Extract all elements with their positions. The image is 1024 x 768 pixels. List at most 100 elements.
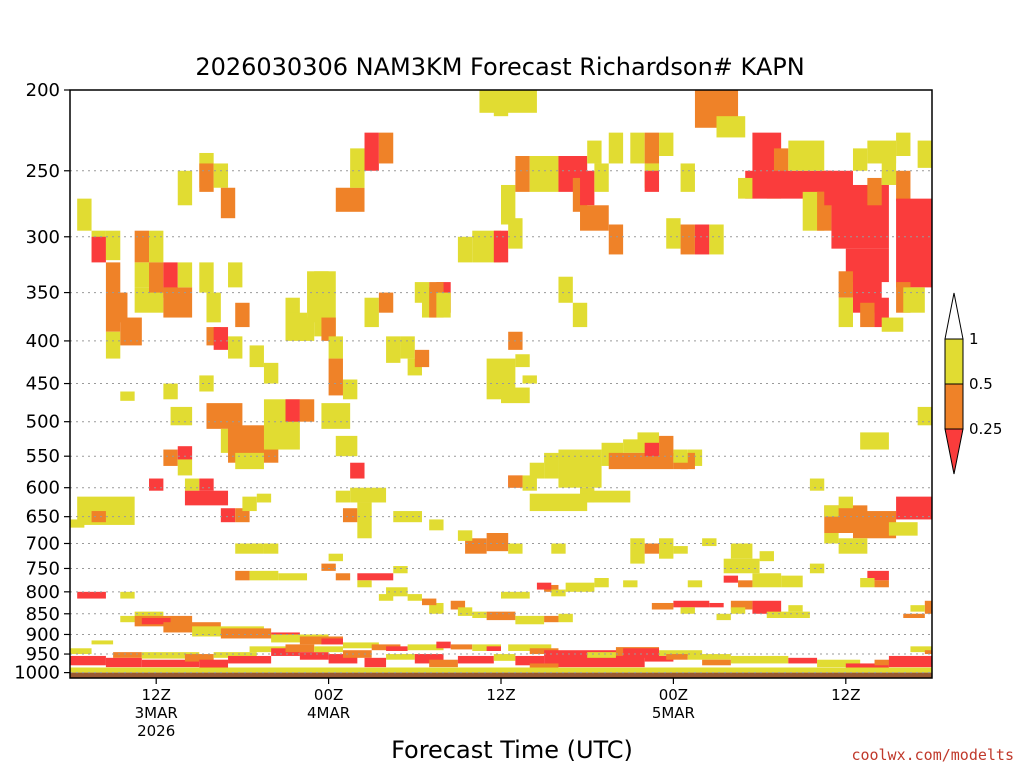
ri-cell bbox=[558, 276, 573, 303]
ri-cell bbox=[817, 659, 861, 668]
ri-cell bbox=[644, 655, 674, 662]
ri-cell bbox=[436, 292, 451, 318]
ground-band bbox=[70, 672, 932, 678]
ri-cell bbox=[730, 543, 753, 559]
ri-cell bbox=[77, 198, 92, 231]
ri-cell bbox=[70, 655, 106, 666]
ri-cell bbox=[522, 475, 537, 491]
ri-cell bbox=[852, 148, 868, 171]
ri-cell bbox=[407, 644, 444, 651]
ri-cell bbox=[134, 230, 150, 263]
ri-cell bbox=[730, 607, 746, 614]
ri-cell bbox=[680, 607, 695, 614]
ri-cell bbox=[587, 652, 616, 658]
ri-cell bbox=[407, 594, 422, 601]
ri-cell bbox=[206, 403, 243, 429]
y-tick-label: 550 bbox=[26, 446, 60, 467]
ri-cell bbox=[134, 262, 150, 288]
ri-cell bbox=[659, 650, 703, 656]
ri-cell bbox=[77, 591, 106, 599]
y-tick-label: 500 bbox=[26, 412, 60, 433]
ri-cell bbox=[630, 538, 645, 564]
ri-cell bbox=[184, 654, 214, 662]
ri-cell bbox=[350, 462, 365, 479]
ri-cell bbox=[105, 230, 121, 261]
x-tick-label: 12Z bbox=[486, 686, 515, 704]
ri-cell bbox=[680, 163, 695, 192]
ri-cell bbox=[644, 132, 660, 164]
ri-cell bbox=[228, 262, 243, 288]
ri-cell bbox=[888, 522, 918, 536]
ri-cell bbox=[896, 198, 932, 288]
ri-cell bbox=[429, 659, 458, 668]
ri-cell bbox=[608, 132, 624, 164]
ri-cell bbox=[249, 646, 286, 653]
ri-cell bbox=[278, 573, 308, 581]
ri-cell bbox=[860, 577, 875, 588]
ri-cell bbox=[364, 297, 379, 328]
y-tick-label: 1000 bbox=[14, 663, 60, 684]
ri-cell bbox=[845, 663, 889, 669]
ri-cell bbox=[177, 459, 193, 476]
ri-cell bbox=[673, 449, 688, 463]
ri-cell bbox=[472, 611, 487, 619]
ri-cell bbox=[350, 487, 387, 503]
ri-cell bbox=[903, 287, 925, 313]
ri-cell bbox=[630, 132, 645, 164]
ri-cell bbox=[608, 224, 624, 255]
ri-cell bbox=[321, 403, 351, 429]
ri-cell bbox=[149, 262, 164, 293]
ri-cell bbox=[386, 646, 408, 651]
ri-cell bbox=[572, 302, 588, 328]
ri-cell bbox=[70, 667, 932, 673]
colorbar-band-yellow bbox=[944, 338, 964, 385]
ri-cell bbox=[163, 449, 178, 466]
ri-cell bbox=[730, 600, 753, 610]
ri-cell bbox=[91, 640, 114, 645]
ri-cell bbox=[357, 502, 372, 539]
ri-cell bbox=[213, 652, 257, 658]
y-tick-label: 300 bbox=[26, 227, 60, 248]
ri-cell bbox=[386, 587, 408, 597]
x-tick-label: 2026 bbox=[137, 722, 175, 740]
ri-cell bbox=[120, 591, 135, 599]
ri-cell bbox=[414, 349, 430, 368]
ri-cell bbox=[687, 580, 703, 588]
ri-cell bbox=[163, 287, 193, 318]
y-tick-label: 350 bbox=[26, 283, 60, 304]
ri-cell bbox=[501, 184, 516, 225]
ri-cell bbox=[235, 508, 250, 523]
ri-cell bbox=[120, 391, 135, 401]
ri-cell bbox=[694, 224, 710, 255]
ri-cell bbox=[558, 613, 573, 623]
ri-cell bbox=[551, 589, 566, 597]
ri-cell bbox=[70, 648, 92, 655]
ground-fill bbox=[70, 672, 932, 678]
ri-cell bbox=[328, 553, 343, 562]
ri-cell bbox=[321, 563, 336, 571]
ri-cell bbox=[163, 383, 178, 400]
ri-cell bbox=[177, 262, 193, 288]
ri-cell bbox=[809, 478, 825, 491]
ri-cell bbox=[386, 654, 415, 660]
ri-cell bbox=[515, 615, 545, 625]
ri-cell bbox=[659, 435, 674, 457]
ri-cell bbox=[249, 570, 279, 581]
ri-cell bbox=[357, 573, 394, 581]
y-tick-label: 850 bbox=[26, 604, 60, 625]
colorbar-label-0-5: 0.5 bbox=[969, 375, 993, 393]
ri-cell bbox=[206, 292, 221, 323]
ri-cell bbox=[299, 317, 315, 341]
ri-cell bbox=[386, 336, 401, 363]
ri-cell bbox=[860, 302, 875, 328]
y-tick-label: 200 bbox=[26, 80, 60, 101]
ri-cell bbox=[457, 236, 473, 263]
ri-cell bbox=[263, 543, 279, 554]
ri-cell bbox=[702, 659, 731, 666]
ri-cell bbox=[335, 435, 358, 457]
colorbar-label-0-25: 0.25 bbox=[969, 420, 1002, 438]
ri-cell bbox=[515, 354, 530, 368]
ri-cell bbox=[493, 654, 516, 661]
ri-cell bbox=[335, 187, 365, 212]
ri-cell bbox=[120, 615, 135, 623]
